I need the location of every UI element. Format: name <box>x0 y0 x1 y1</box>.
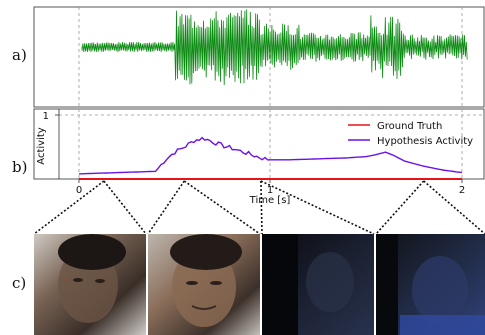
frame-4-shirt <box>400 315 485 335</box>
frame-connectors <box>33 180 485 235</box>
frame-4 <box>376 234 485 335</box>
y-tick-label-1: 1 <box>43 111 49 122</box>
connector-3-left <box>260 180 263 235</box>
frame-2 <box>148 234 260 335</box>
eye-left-frame-1 <box>73 278 83 282</box>
frame-1 <box>34 234 146 335</box>
connector-3-right <box>260 180 375 235</box>
connector-4-left <box>375 180 425 235</box>
series-line-hypothesis <box>78 136 463 175</box>
dark-frame-4-icon <box>412 256 468 324</box>
connector-1-right <box>103 180 147 235</box>
eye-right-frame-1 <box>95 279 105 283</box>
connector-2-left <box>147 180 185 235</box>
frame-3-dark-band <box>262 234 298 335</box>
hair-frame-1 <box>58 234 126 270</box>
x-tick-label-1: 1 <box>267 185 273 196</box>
hair-frame-2 <box>170 234 242 270</box>
frame-4-dark-band <box>376 234 398 335</box>
waveform-frame <box>33 6 485 108</box>
dark-frame-3-icon <box>306 252 354 312</box>
panel-label-b: b) <box>12 158 27 176</box>
x-tick-label-0: 0 <box>76 185 82 196</box>
eye-left-frame-2 <box>186 281 198 285</box>
x-axis-title: Time [s] <box>249 195 291 206</box>
legend-label-ground-truth: Ground Truth <box>377 121 442 132</box>
connector-1-left <box>33 180 105 235</box>
x-tick-label-2: 2 <box>459 185 465 196</box>
legend-label-hypothesis: Hypothesis Activity <box>377 136 473 147</box>
eye-right-frame-2 <box>210 281 222 285</box>
connector-2-right <box>183 180 261 235</box>
mouth-frame-2 <box>191 305 217 310</box>
legend: Ground Truth Hypothesis Activity <box>348 121 473 147</box>
waveform-panel <box>33 6 485 108</box>
audio-waveform <box>81 9 468 86</box>
panel-label-a: a) <box>12 46 27 64</box>
panel-label-c: c) <box>12 274 26 292</box>
connector-4-right <box>423 180 485 235</box>
frame-3 <box>262 234 374 335</box>
activity-chart: 1 Activity 0 1 2 Time [s] Ground Truth H… <box>33 108 485 206</box>
y-axis-title: Activity <box>36 127 47 164</box>
